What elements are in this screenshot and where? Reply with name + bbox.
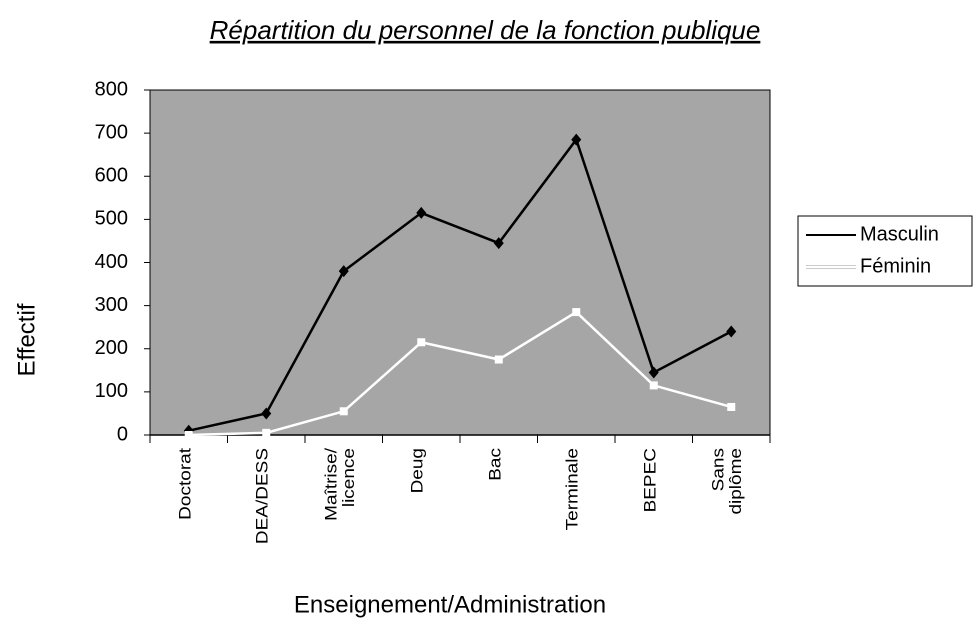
marker (261, 407, 272, 420)
x-tick-label: Bac (486, 448, 505, 481)
marker (339, 407, 348, 416)
y-tick-label: 200 (95, 337, 128, 359)
marker (648, 366, 659, 379)
y-tick-label: 400 (95, 251, 128, 273)
marker (572, 308, 581, 317)
marker (649, 381, 658, 390)
x-axis-label: Enseignement/Administration (294, 591, 606, 618)
legend-label: Féminin (860, 255, 931, 277)
x-tick-label: Deug (408, 448, 427, 494)
legend-label: Masculin (860, 223, 939, 245)
x-tick-label: BEPEC (641, 448, 660, 513)
x-tick-label: Sans diplôme (709, 448, 746, 515)
plot-area (149, 89, 771, 436)
marker (726, 325, 737, 338)
legend-box (797, 215, 973, 287)
y-axis-label: Effectif (13, 303, 40, 376)
x-tick-label: Doctorat (176, 448, 195, 520)
series-line (188, 310, 732, 437)
x-tick-label: Terminale (563, 448, 582, 531)
marker (184, 431, 193, 439)
marker (338, 265, 349, 278)
marker (417, 338, 426, 347)
chart-title: Répartition du personnel de la fonction … (210, 15, 761, 45)
y-tick-label: 600 (95, 165, 128, 187)
marker (493, 237, 504, 250)
y-tick-label: 100 (95, 380, 128, 402)
marker (262, 428, 271, 437)
marker (571, 133, 582, 146)
y-tick-label: 500 (95, 208, 128, 230)
y-tick-label: 700 (95, 121, 128, 143)
x-tick-label: Maîtrise/ licence (322, 448, 359, 521)
x-tick-label: DEA/DESS (253, 448, 272, 545)
marker (494, 355, 503, 364)
y-tick-label: 0 (117, 423, 128, 445)
y-tick-label: 300 (95, 294, 128, 316)
marker (416, 206, 427, 219)
marker (727, 402, 736, 411)
y-tick-label: 800 (95, 78, 128, 100)
series-line (188, 136, 732, 432)
